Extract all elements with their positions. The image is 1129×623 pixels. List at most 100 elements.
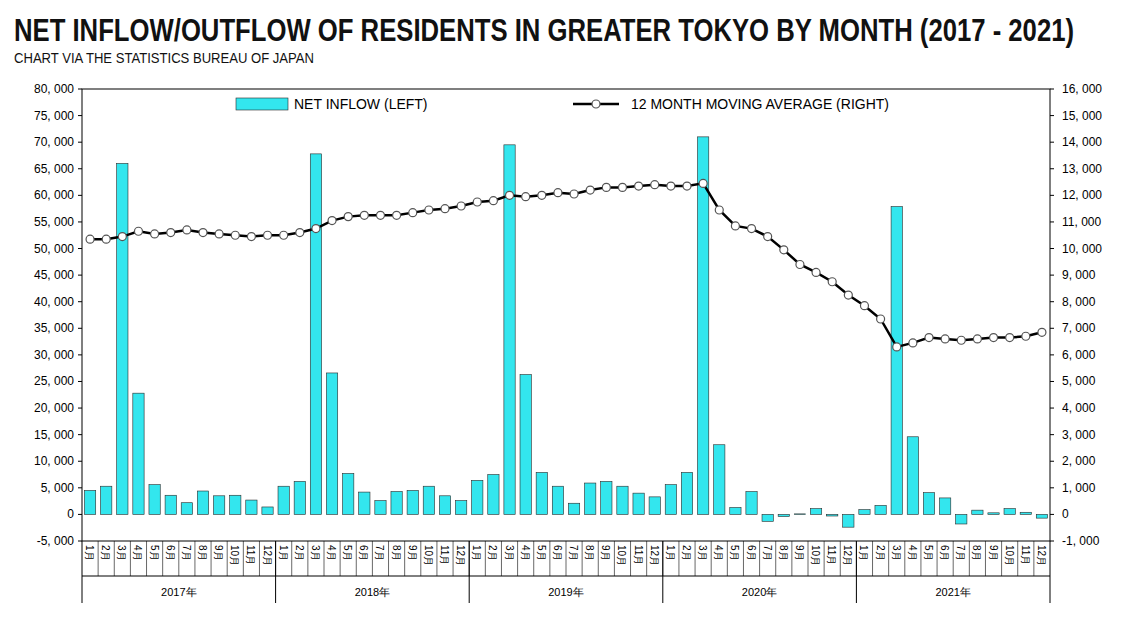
y-tick	[78, 461, 82, 462]
bar	[778, 514, 789, 516]
x-tick	[920, 541, 921, 576]
legend-label: 12 MONTH MOVING AVERAGE (RIGHT)	[631, 96, 889, 112]
x-tick-label: 1月	[858, 545, 869, 561]
y-tick-label: 25, 000	[34, 374, 74, 388]
bar	[133, 393, 144, 514]
y2-tick-label: -1, 000	[1062, 534, 1100, 548]
y2-tick	[1050, 434, 1054, 435]
x-tick-label: 10月	[229, 545, 240, 566]
y2-tick-label: 6, 000	[1062, 348, 1096, 362]
x-tick-label: 10月	[810, 545, 821, 566]
bar	[439, 496, 450, 515]
x-tick-label: 3月	[116, 545, 127, 561]
y-tick	[78, 115, 82, 116]
marker	[780, 246, 788, 254]
x-tick-label: 7月	[955, 545, 966, 561]
bar	[859, 510, 870, 515]
bar	[568, 503, 579, 514]
y2-tick	[1050, 461, 1054, 462]
marker	[312, 225, 320, 233]
group-separator	[469, 541, 470, 603]
marker	[715, 206, 723, 214]
x-tick	[711, 541, 712, 576]
x-tick	[598, 541, 599, 576]
x-tick-label: 10月	[616, 545, 627, 566]
y2-tick	[1050, 275, 1054, 276]
bar	[827, 514, 838, 516]
marker	[522, 193, 530, 201]
y-tick	[78, 354, 82, 355]
bar	[536, 472, 547, 514]
marker	[667, 182, 675, 190]
x-tick	[1033, 541, 1034, 576]
y-tick-label: 10, 000	[34, 454, 74, 468]
x-tick	[388, 541, 389, 576]
y2-tick-label: 7, 000	[1062, 321, 1096, 335]
marker	[296, 229, 304, 237]
x-tick-label: 6月	[552, 545, 563, 561]
y-tick	[78, 541, 82, 542]
marker	[215, 230, 223, 238]
y-tick	[78, 275, 82, 276]
marker	[957, 336, 965, 344]
y-tick	[78, 514, 82, 515]
x-tick-label: 9月	[213, 545, 224, 561]
y-tick	[78, 328, 82, 329]
bar	[488, 475, 499, 515]
x-tick	[953, 541, 954, 576]
x-tick-label: 1月	[278, 545, 289, 561]
marker	[328, 217, 336, 225]
y2-tick-label: 14, 000	[1062, 135, 1102, 149]
x-tick-label: 4月	[713, 545, 724, 561]
x-tick-label: 6月	[939, 545, 950, 561]
y2-tick-label: 3, 000	[1062, 428, 1096, 442]
bar	[407, 490, 418, 514]
x-tick	[501, 541, 502, 576]
bar	[956, 514, 967, 524]
x-tick	[211, 541, 212, 576]
y-tick-label: 60, 000	[34, 188, 74, 202]
marker	[473, 198, 481, 206]
bar	[988, 513, 999, 515]
x-tick	[356, 541, 357, 576]
x-tick-label: 1月	[665, 545, 676, 561]
y-tick-label: 80, 000	[34, 82, 74, 96]
x-tick-label: 9月	[600, 545, 611, 561]
x-tick-label: 6月	[165, 545, 176, 561]
y-tick-label: 5, 000	[41, 481, 75, 495]
x-label-border	[1050, 541, 1051, 603]
x-tick-label: 12月	[455, 545, 466, 566]
marker	[183, 226, 191, 234]
group-label: 2019年	[548, 586, 583, 598]
x-tick	[872, 541, 873, 576]
plot-frame	[82, 89, 1050, 541]
y2-tick	[1050, 221, 1054, 222]
marker	[764, 233, 772, 241]
x-tick	[824, 541, 825, 576]
x-tick	[937, 541, 938, 576]
legend-swatch	[236, 98, 288, 110]
x-tick	[969, 541, 970, 576]
bar	[84, 490, 95, 514]
marker	[506, 191, 514, 199]
y2-tick	[1050, 381, 1054, 382]
x-tick	[646, 541, 647, 576]
bar	[633, 493, 644, 514]
x-tick-label: 3月	[310, 545, 321, 561]
x-label-border	[82, 541, 83, 603]
marker	[425, 206, 433, 214]
y2-tick-label: 0	[1062, 507, 1069, 521]
x-tick	[420, 541, 421, 576]
y2-tick	[1050, 142, 1054, 143]
y-tick-label: 30, 000	[34, 348, 74, 362]
x-tick	[130, 541, 131, 576]
marker	[586, 186, 594, 194]
marker	[247, 233, 255, 241]
bar	[601, 481, 612, 514]
y2-tick-label: 2, 000	[1062, 454, 1096, 468]
marker	[909, 339, 917, 347]
marker	[167, 229, 175, 237]
marker	[941, 335, 949, 343]
marker	[538, 191, 546, 199]
y2-tick-label: 11, 000	[1062, 215, 1101, 229]
